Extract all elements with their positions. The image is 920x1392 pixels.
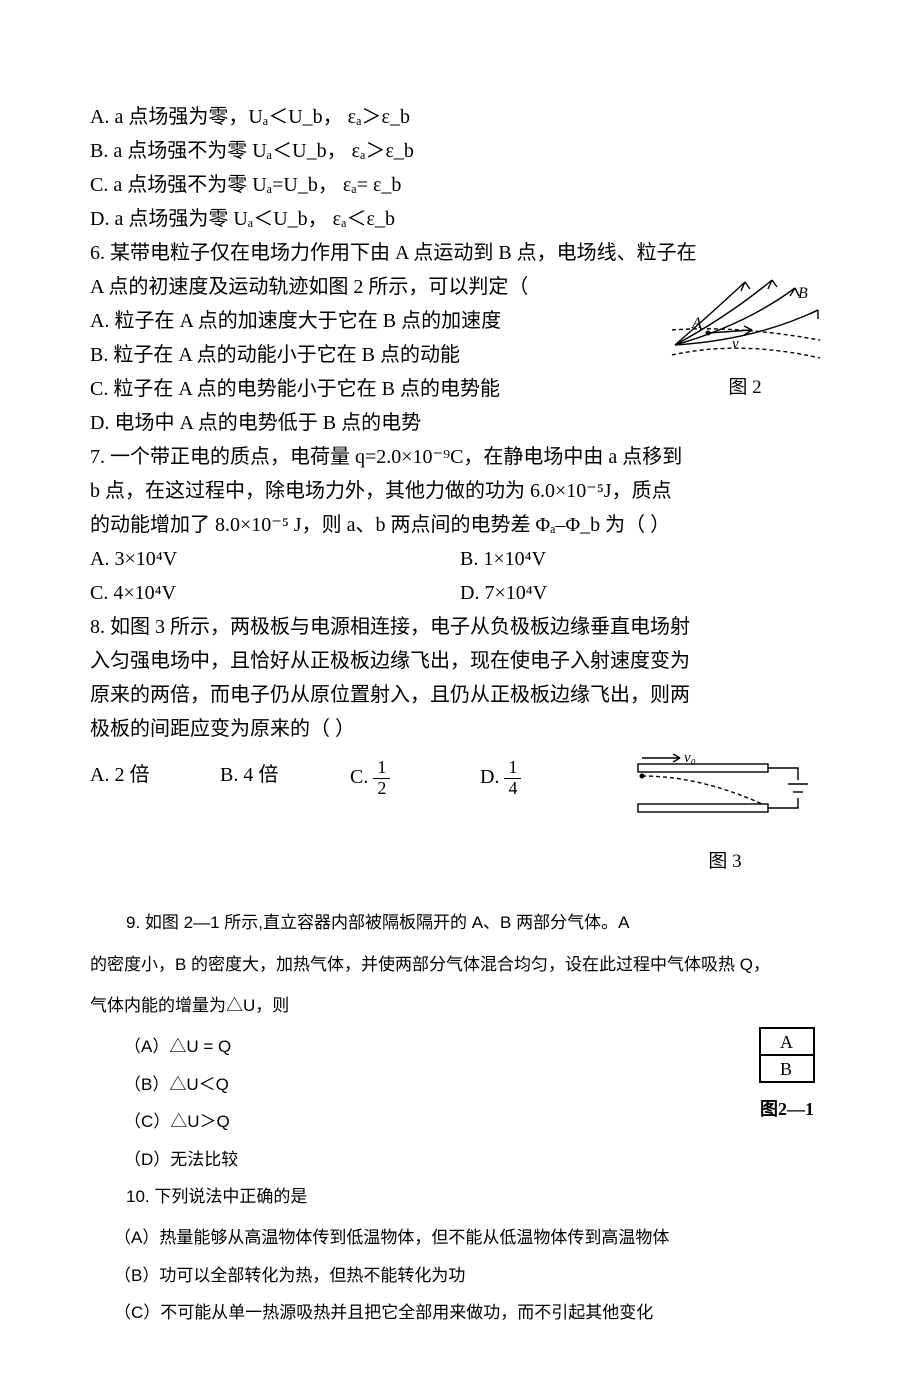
q7-stem-1: 7. 一个带正电的质点，电荷量 q=2.0×10⁻⁹C，在静电场中由 a 点移到 [90,440,830,474]
q9-opt-d: （D）无法比较 [90,1141,830,1178]
q8-opt-d: D. 14 [480,758,610,799]
frac-num: 1 [504,758,521,779]
fraction-1-2: 12 [373,758,390,799]
q10-stem: 10. 下列说法中正确的是 [90,1178,830,1215]
q8-fig-caption: 图 3 [620,846,830,878]
q8-figure-svg: v₀ [620,746,830,836]
q8-opt-a: A. 2 倍 [90,758,220,799]
q7-opts-row1: A. 3×10⁴V B. 1×10⁴V [90,542,830,576]
q8-opt-d-pre: D. [480,766,504,788]
q8: 8. 如图 3 所示，两极板与电源相连接，电子从负极板边缘垂直电场射 入匀强电场… [90,610,830,878]
q6-label-v: v [732,336,739,352]
q8-stem-1: 8. 如图 3 所示，两极板与电源相连接，电子从负极板边缘垂直电场射 [90,610,830,644]
q10-opt-c: （C）不可能从单一热源吸热并且把它全部用来做功，而不引起其他变化 [90,1294,830,1331]
frac-den: 4 [504,779,521,799]
frac-num: 1 [373,758,390,779]
q7-opt-d: D. 7×10⁴V [460,576,830,610]
q9-q10-block: 9. 如图 2—1 所示,直立容器内部被隔板隔开的 A、B 两部分气体。A 的密… [90,904,830,1331]
q5-options: A. a 点场强为零，Uₐ＜U_b， εₐ＞ε_b B. a 点场强不为零 Uₐ… [90,100,830,236]
q8-opts: A. 2 倍 B. 4 倍 C. 12 D. 14 [90,758,610,799]
q9-opt-c: （C）△U＞Q [90,1103,830,1140]
q6-label-b: B [798,285,808,302]
q8-figure: v₀ 图 3 [620,746,830,878]
q8-stem-4: 极板的间距应变为原来的（ ） [90,712,830,746]
q9-label-b: B [780,1059,792,1079]
q8-label-v0: v₀ [684,750,696,766]
q9-fig-caption: 图2—1 [744,1090,830,1130]
fraction-1-4: 14 [504,758,521,799]
q7-stem-3: 的动能增加了 8.0×10⁻⁵ J，则 a、b 两点间的电势差 Φₐ–Φ_b 为… [90,508,830,542]
q8-stem-2: 入匀强电场中，且恰好从正极板边缘飞出，现在使电子入射速度变为 [90,644,830,678]
q9-opt-a: （A）△U = Q [90,1028,830,1065]
q8-opt-c: C. 12 [350,758,480,799]
q7-opts-row2: C. 4×10⁴V D. 7×10⁴V [90,576,830,610]
q8-stem-3: 原来的两倍，而电子仍从原位置射入，且仍从正极板边缘飞出，则两 [90,678,830,712]
q6-figure-svg: A B v [660,270,830,370]
q9-stem-2: 的密度小，B 的密度大，加热气体，并使两部分气体混合均匀，设在此过程中气体吸热 … [90,946,830,983]
q9-stem-3: 气体内能的增量为△U，则 [90,987,830,1024]
q7-opt-b: B. 1×10⁴V [460,542,830,576]
q9-figure-svg: A B [754,1022,820,1088]
q6-label-a: A [691,315,702,332]
q9-stem-1: 9. 如图 2—1 所示,直立容器内部被隔板隔开的 A、B 两部分气体。A [90,904,830,941]
q5-opt-b: B. a 点场强不为零 Uₐ＜U_b， εₐ＞ε_b [90,134,830,168]
q5-opt-d: D. a 点场强为零 Uₐ＜U_b， εₐ＜ε_b [90,202,830,236]
q9-figure: A B 图2—1 [744,1022,830,1130]
q8-opt-c-pre: C. [350,766,373,788]
q5-opt-c: C. a 点场强不为零 Uₐ=U_b， εₐ= ε_b [90,168,830,202]
q5-opt-a: A. a 点场强为零，Uₐ＜U_b， εₐ＞ε_b [90,100,830,134]
q10-opt-b: （B）功可以全部转化为热，但热不能转化为功 [90,1257,830,1294]
q9-opt-b: （B）△U＜Q [90,1066,830,1103]
q7-opt-c: C. 4×10⁴V [90,576,460,610]
q10-opt-a: （A）热量能够从高温物体传到低温物体，但不能从低温物体传到高温物体 [90,1219,830,1256]
q9-label-a: A [780,1032,793,1052]
q6-fig-caption: 图 2 [660,372,830,404]
q7: 7. 一个带正电的质点，电荷量 q=2.0×10⁻⁹C，在静电场中由 a 点移到… [90,440,830,610]
q8-opt-b: B. 4 倍 [220,758,350,799]
q6-stem-1: 6. 某带电粒子仅在电场力作用下由 A 点运动到 B 点，电场线、粒子在 [90,236,830,270]
q6-opt-d: D. 电场中 A 点的电势低于 B 点的电势 [90,406,830,440]
q6-figure: A B v 图 2 [660,270,830,404]
q6: 6. 某带电粒子仅在电场力作用下由 A 点运动到 B 点，电场线、粒子在 [90,236,830,440]
q7-stem-2: b 点，在这过程中，除电场力外，其他力做的功为 6.0×10⁻⁵J，质点 [90,474,830,508]
frac-den: 2 [373,779,390,799]
q7-opt-a: A. 3×10⁴V [90,542,460,576]
